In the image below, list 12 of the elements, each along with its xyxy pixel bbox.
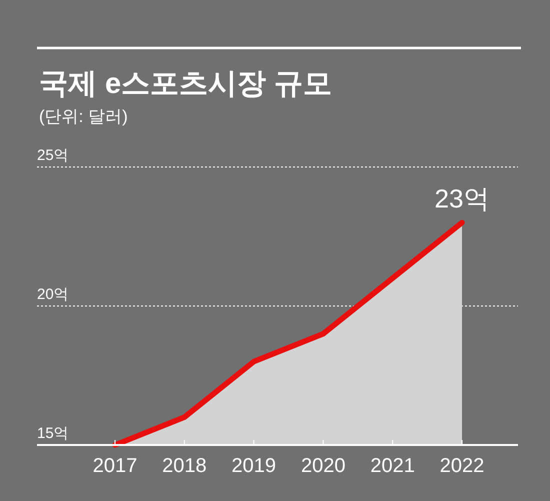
data-label: 23억 bbox=[434, 184, 490, 214]
x-tick-label: 2019 bbox=[232, 455, 276, 478]
y-tick-label: 20억 bbox=[37, 286, 69, 303]
chart-title: 국제 e스포츠시장 규모 bbox=[39, 68, 332, 100]
x-tick-label: 2017 bbox=[92, 455, 138, 478]
x-tick-label: 2020 bbox=[300, 455, 346, 478]
chart-subtitle: (단위: 달러) bbox=[39, 107, 128, 126]
y-tick-label: 15억 bbox=[37, 425, 69, 442]
x-tick-label: 2022 bbox=[440, 455, 484, 478]
y-tick-label: 25억 bbox=[37, 147, 69, 164]
x-tick-label: 2018 bbox=[162, 455, 207, 478]
x-tick-label: 2021 bbox=[370, 455, 415, 478]
